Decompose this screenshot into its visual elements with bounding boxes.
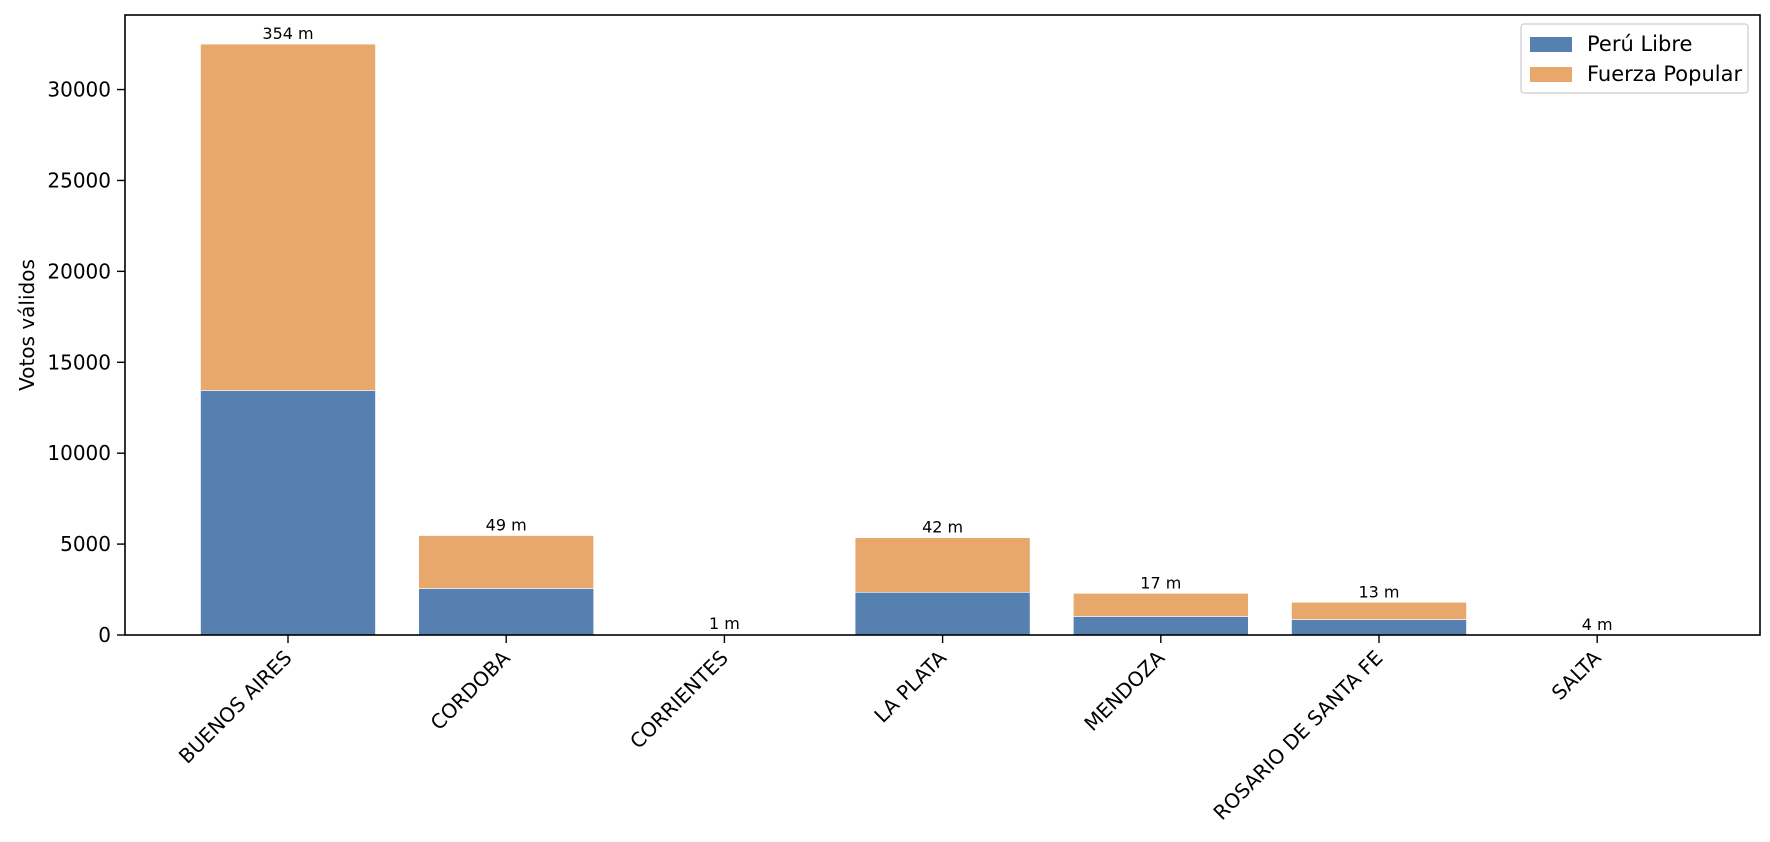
bar-fuerza-popular-0: [200, 43, 376, 391]
bar-fuerza-popular-1: [418, 535, 595, 589]
x-tick-label: BUENOS AIRES: [174, 646, 297, 769]
x-tick-label: LA PLATA: [869, 645, 951, 727]
legend-label: Fuerza Popular: [1587, 62, 1742, 86]
legend-box: [1520, 23, 1749, 94]
bar-total-label: 49 m: [486, 516, 527, 535]
bar-peru-libre-1: [418, 588, 595, 636]
bar-total-label: 13 m: [1358, 582, 1399, 601]
bar-fuerza-popular-4: [1073, 593, 1249, 617]
bar-peru-libre-5: [1291, 619, 1467, 636]
legend-swatch: [1530, 67, 1572, 82]
bar-total-label: 4 m: [1582, 615, 1613, 634]
x-tick-label: MENDOZA: [1079, 645, 1169, 735]
bar-total-label: 17 m: [1140, 573, 1181, 592]
bar-peru-libre-0: [200, 390, 376, 636]
legend: Perú Libre Fuerza Popular: [1520, 23, 1749, 94]
bar-fuerza-popular-3: [854, 537, 1031, 593]
y-tick-label: 25000: [47, 168, 111, 192]
y-tick-label: 5000: [60, 532, 111, 556]
bar-peru-libre-4: [1073, 616, 1249, 636]
legend-label: Perú Libre: [1587, 32, 1692, 56]
plot-area-frame: [124, 14, 1761, 636]
y-tick-label: 0: [98, 623, 111, 647]
bar-fuerza-popular-5: [1291, 601, 1467, 620]
x-tick-label: CORDOBA: [426, 645, 515, 734]
legend-swatch: [1530, 37, 1572, 52]
x-tick-label: ROSARIO DE SANTA FE: [1208, 646, 1387, 825]
y-tick-label: 10000: [47, 441, 111, 465]
bars-layer: [200, 43, 1685, 636]
y-axis: 0 5000 10000 15000 20000 25000 30000: [47, 78, 125, 647]
bar-labels-layer: 354 m 49 m 1 m 42 m 17 m 13 m 4 m: [262, 24, 1612, 634]
y-tick-label: 15000: [47, 350, 111, 374]
y-tick-label: 30000: [47, 78, 111, 102]
bar-peru-libre-3: [854, 591, 1031, 636]
x-tick-label: CORRIENTES: [625, 646, 733, 754]
y-tick-label: 20000: [47, 259, 111, 283]
bar-total-label: 354 m: [262, 24, 313, 43]
bar-total-label: 42 m: [922, 518, 963, 537]
y-axis-title: Votos válidos: [15, 259, 39, 391]
x-tick-label: SALTA: [1547, 645, 1606, 704]
x-axis: BUENOS AIRES CORDOBA CORRIENTES LA PLATA MEN…: [174, 635, 1606, 825]
bar-total-label: 1 m: [709, 614, 740, 633]
